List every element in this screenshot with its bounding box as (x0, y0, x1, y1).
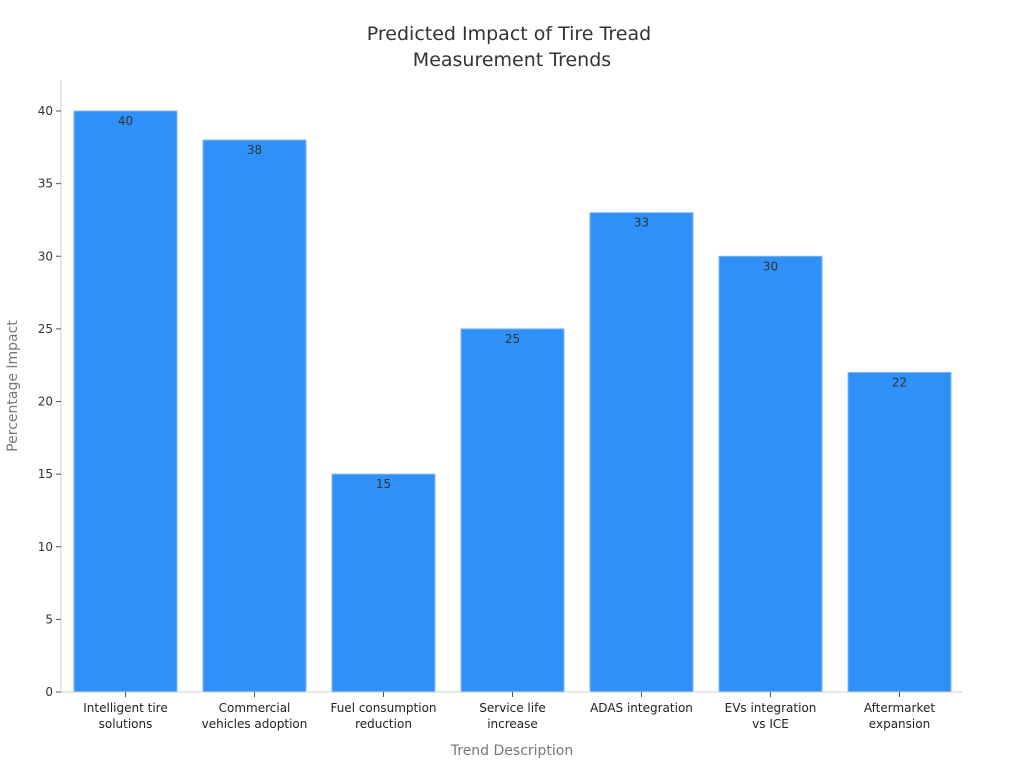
value-label-5: 30 (763, 259, 778, 273)
y-tick-label-0: 0 (45, 685, 53, 699)
y-tick-label-3: 15 (38, 467, 53, 481)
chart-title-line-2: Measurement Trends (413, 49, 611, 71)
y-tick-label-4: 20 (38, 395, 53, 409)
x-tick-label-6: Aftermarket expansion (864, 701, 935, 731)
bar-2 (331, 473, 436, 693)
x-axis-title: Trend Description (450, 743, 574, 759)
bar-1 (202, 139, 307, 693)
bar-5 (718, 255, 823, 693)
value-label-2: 15 (376, 477, 391, 491)
bar-0 (73, 110, 178, 693)
x-tick-label-0: Intelligent tire solutions (83, 701, 167, 731)
y-tick-label-2: 10 (38, 540, 53, 554)
chart-title-line-1: Predicted Impact of Tire Tread (367, 23, 651, 45)
x-tick-label-4: ADAS integration (590, 701, 693, 715)
y-tick-label-6: 30 (38, 249, 53, 263)
value-labels-group: 40 38 15 25 33 30 22 (118, 114, 907, 491)
y-axis-title: Percentage Impact (5, 320, 21, 452)
value-label-4: 33 (634, 216, 649, 230)
value-label-3: 25 (505, 332, 520, 346)
value-label-1: 38 (247, 143, 262, 157)
bar-4 (589, 212, 694, 693)
y-tick-label-7: 35 (38, 177, 53, 191)
x-tick-label-5: EVs integration vs ICE (725, 701, 817, 731)
x-tick-label-3: Service life increase (479, 701, 545, 731)
chart-title: Predicted Impact of Tire Tread Measureme… (367, 23, 657, 71)
bars-group (73, 110, 952, 693)
y-ticks-group: 0 5 10 15 20 25 30 35 40 (38, 104, 61, 699)
x-tick-label-1: Commercial vehicles adoption (202, 701, 308, 731)
y-tick-label-1: 5 (45, 612, 53, 626)
y-tick-label-8: 40 (38, 104, 53, 118)
bar-3 (460, 328, 565, 693)
y-tick-label-5: 25 (38, 322, 53, 336)
value-label-0: 40 (118, 114, 133, 128)
x-ticks-group: Intelligent tire solutions Commercial vehic… (83, 692, 935, 731)
x-tick-label-2: Fuel consumption reduction (330, 701, 436, 731)
bar-6 (847, 371, 952, 693)
value-label-6: 22 (892, 375, 907, 389)
